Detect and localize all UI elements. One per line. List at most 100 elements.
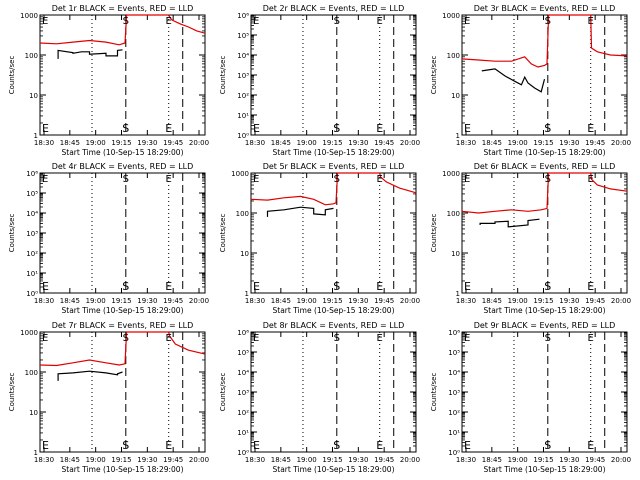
- x-tick-label: 19:15: [322, 456, 342, 464]
- x-tick-label: 18:45: [482, 456, 502, 464]
- x-tick-label: 19:30: [137, 297, 157, 305]
- y-tick-label: 100: [25, 52, 38, 60]
- y-tick-label: 1000: [20, 329, 38, 337]
- panel-5: Det 5r BLACK = Events, RED = LLD 1 10 100 10…: [219, 162, 420, 315]
- x-tick-label: 19:00: [86, 139, 106, 147]
- panel-title: Det 7r BLACK = Events, RED = LLD: [52, 321, 194, 330]
- events-series-line: [57, 370, 123, 381]
- y-tick-label: 10⁵: [26, 190, 38, 198]
- end-marker-bottom: E: [587, 122, 594, 135]
- y-tick-label: 10⁴: [237, 52, 249, 60]
- start-marker-top: S: [334, 174, 340, 185]
- y-tick-label: 10²: [26, 250, 38, 258]
- x-tick-label: 18:30: [245, 139, 265, 147]
- x-axis-label: Start Time (10-Sep-15 18:29:00): [273, 148, 395, 157]
- start-marker-bottom: S: [333, 439, 340, 452]
- x-tick-label: 20:00: [189, 297, 209, 305]
- x-tick-label: 18:30: [245, 456, 265, 464]
- y-tick-label: 10⁶: [26, 170, 38, 178]
- start-marker-top: S: [123, 333, 129, 344]
- end-marker-bottom: E: [165, 280, 172, 293]
- panel-title: Det 2r BLACK = Events, RED = LLD: [263, 4, 405, 13]
- x-tick-label: 19:00: [297, 139, 317, 147]
- y-tick-label: 1: [245, 290, 249, 298]
- y-tick-label: 10³: [26, 230, 38, 238]
- start-marker-top: S: [334, 333, 340, 344]
- end-marker-left: E: [253, 280, 260, 293]
- x-tick-label: 18:45: [271, 297, 291, 305]
- y-tick-label: 10: [240, 250, 249, 258]
- lld-series-line: [250, 172, 417, 206]
- y-axis-label: Counts/sec: [219, 56, 227, 95]
- panel-title: Det 3r BLACK = Events, RED = LLD: [474, 4, 616, 13]
- x-tick-label: 19:30: [559, 456, 579, 464]
- start-marker-top: S: [123, 174, 129, 185]
- y-tick-label: 10⁶: [237, 329, 249, 337]
- x-tick-label: 18:30: [34, 456, 54, 464]
- x-tick-label: 19:15: [111, 139, 131, 147]
- end-marker-bottom: E: [376, 280, 383, 293]
- x-tick-label: 19:15: [533, 139, 553, 147]
- y-tick-label: 1: [34, 132, 38, 140]
- events-series-line: [479, 218, 540, 228]
- x-tick-label: 19:30: [348, 297, 368, 305]
- plot-frame: [39, 14, 206, 136]
- y-tick-label: 10¹: [237, 112, 249, 120]
- end-marker-left-top: E: [464, 333, 470, 344]
- y-tick-label: 10¹: [26, 270, 38, 278]
- y-tick-label: 10: [451, 92, 460, 100]
- x-tick-label: 19:30: [348, 139, 368, 147]
- y-tick-label: 10: [29, 92, 38, 100]
- end-marker-left: E: [42, 280, 49, 293]
- end-marker-bottom: E: [376, 122, 383, 135]
- x-tick-label: 20:00: [189, 456, 209, 464]
- x-tick-label: 19:15: [111, 297, 131, 305]
- y-tick-label: 10⁴: [237, 369, 249, 377]
- y-tick-label: 10⁰: [237, 132, 249, 140]
- start-marker-bottom: S: [122, 280, 129, 293]
- y-tick-label: 10⁴: [448, 369, 460, 377]
- start-marker-top: S: [123, 16, 129, 27]
- x-axis-label: Start Time (10-Sep-15 18:29:00): [484, 306, 606, 315]
- x-tick-label: 19:00: [508, 456, 528, 464]
- end-marker-bottom: E: [587, 439, 594, 452]
- x-tick-label: 19:45: [374, 139, 394, 147]
- plot-frame: [39, 172, 206, 294]
- x-axis-label: Start Time (10-Sep-15 18:29:00): [62, 148, 184, 157]
- panel-3: Det 3r BLACK = Events, RED = LLD 1 10 100 10…: [430, 4, 631, 157]
- x-tick-label: 19:15: [322, 297, 342, 305]
- panel-8: Det 8r BLACK = Events, RED = LLD 10⁰ 10¹ 10…: [219, 321, 420, 474]
- end-marker-left: E: [42, 439, 49, 452]
- y-axis-label: Counts/sec: [8, 214, 16, 253]
- x-tick-label: 20:00: [611, 456, 631, 464]
- y-tick-label: 10⁰: [448, 449, 460, 457]
- lld-series-line: [39, 331, 206, 367]
- panel-2: Det 2r BLACK = Events, RED = LLD 10⁰ 10¹ 10…: [219, 4, 420, 157]
- end-marker-left: E: [253, 439, 260, 452]
- x-tick-label: 18:30: [34, 139, 54, 147]
- panel-4: Det 4r BLACK = Events, RED = LLD 10⁰ 10¹ 10…: [8, 162, 209, 315]
- start-marker-bottom: S: [333, 122, 340, 135]
- plot-frame: [461, 172, 628, 294]
- x-tick-label: 19:00: [508, 139, 528, 147]
- lld-series-line: [39, 14, 206, 46]
- x-tick-label: 20:00: [400, 456, 420, 464]
- x-tick-label: 18:45: [60, 139, 80, 147]
- y-axis-label: Counts/sec: [219, 214, 227, 253]
- x-tick-label: 18:45: [271, 139, 291, 147]
- end-marker-left: E: [464, 280, 471, 293]
- y-tick-label: 10⁶: [237, 12, 249, 20]
- x-tick-label: 18:30: [34, 297, 54, 305]
- y-tick-label: 10¹: [237, 429, 249, 437]
- y-tick-label: 100: [25, 369, 38, 377]
- y-tick-label: 10: [29, 409, 38, 417]
- start-marker-top: S: [334, 16, 340, 27]
- x-axis-label: Start Time (10-Sep-15 18:29:00): [62, 465, 184, 474]
- panel-9: Det 9r BLACK = Events, RED = LLD 10⁰ 10¹ 10…: [430, 321, 631, 474]
- start-marker-bottom: S: [122, 439, 129, 452]
- x-tick-label: 19:45: [163, 456, 183, 464]
- start-marker-bottom: S: [544, 280, 551, 293]
- y-axis-label: Counts/sec: [430, 373, 438, 412]
- end-marker-top: E: [166, 174, 172, 185]
- x-tick-label: 19:30: [348, 456, 368, 464]
